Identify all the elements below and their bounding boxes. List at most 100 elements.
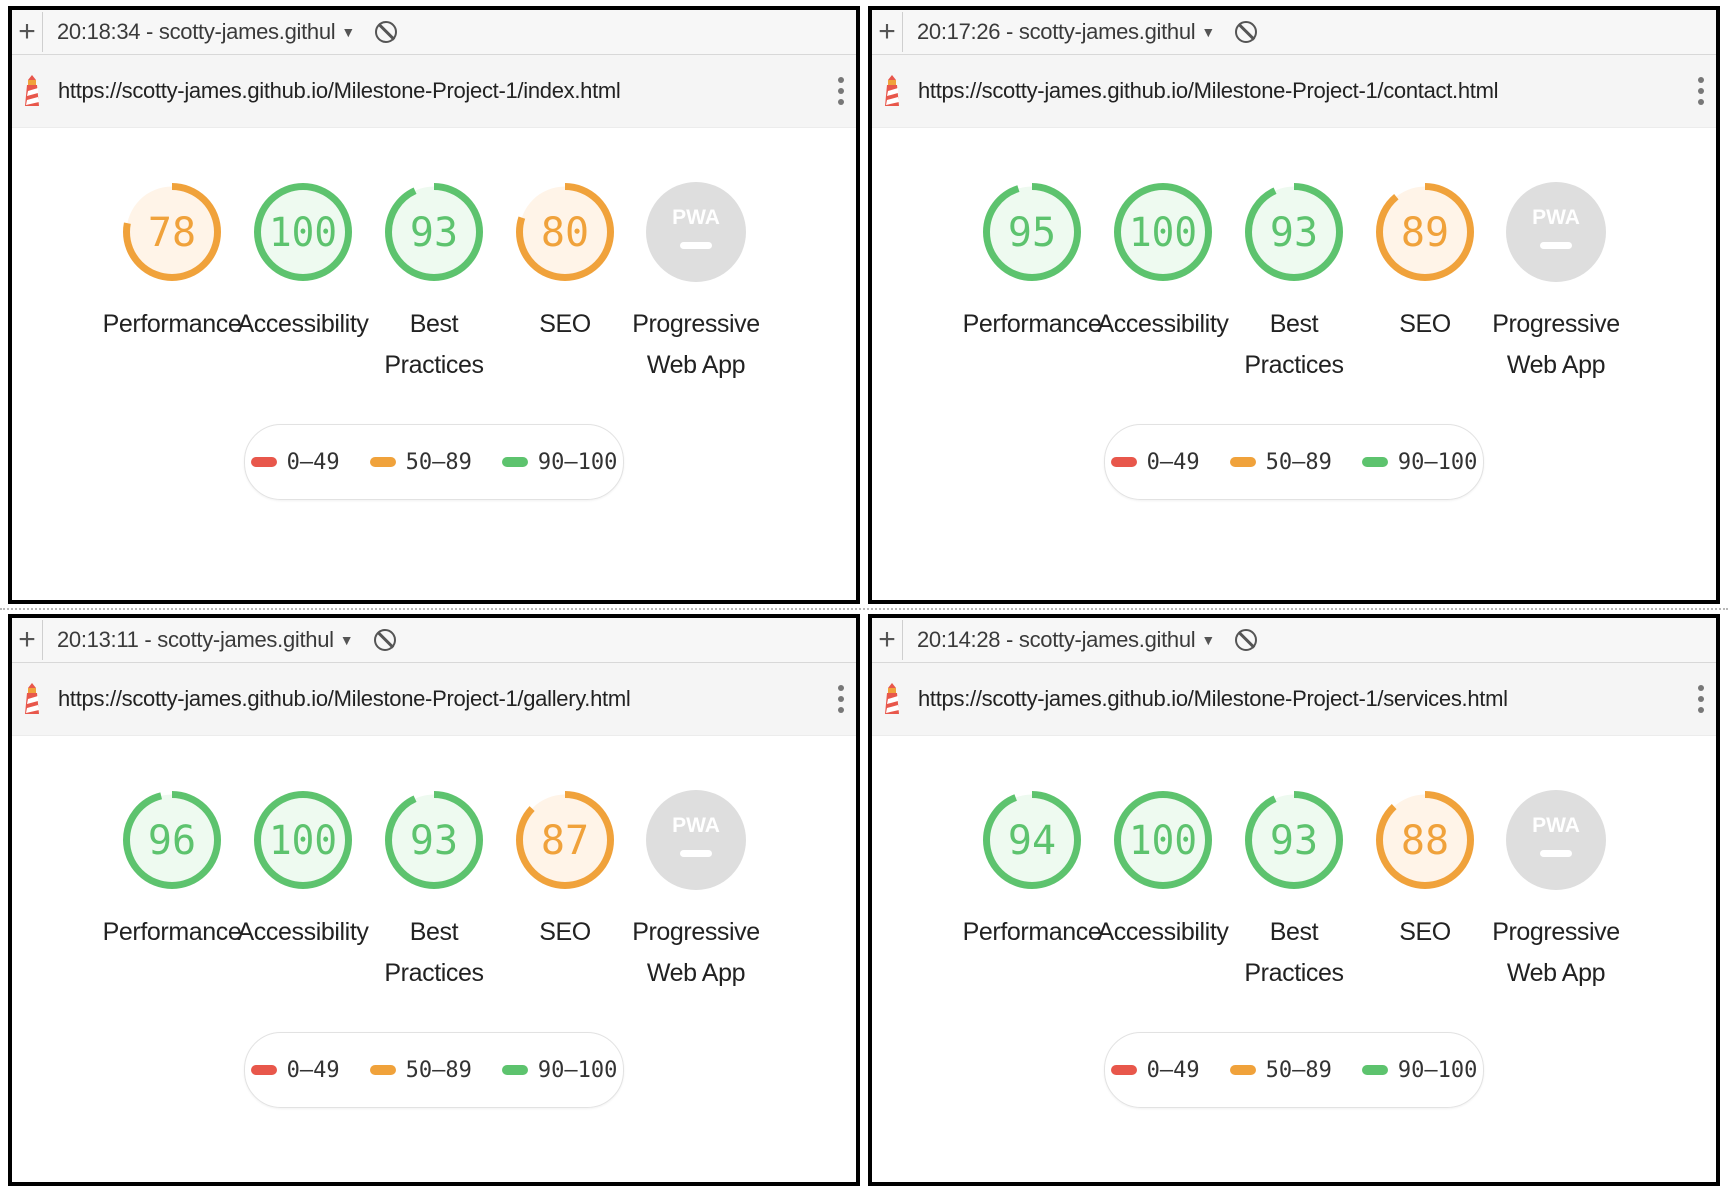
pwa-badge-icon: PWA	[1506, 790, 1606, 890]
chevron-down-icon[interactable]: ▼	[339, 632, 354, 648]
score-arc	[254, 183, 352, 281]
score-ring-bg	[1248, 794, 1340, 886]
score-gauge[interactable]: 80 SEO	[500, 182, 630, 386]
score-gauge[interactable]: 78 Performance	[103, 182, 242, 386]
legend-swatch	[1229, 1065, 1256, 1075]
score-ring: 100	[254, 791, 352, 889]
legend-item: 50–89	[369, 1057, 472, 1083]
chevron-down-icon[interactable]: ▼	[1201, 632, 1216, 648]
legend-item: 50–89	[1229, 1058, 1332, 1083]
score-ring: 93	[1245, 791, 1343, 889]
legend-swatch	[1361, 1065, 1388, 1075]
score-ring: 100	[1114, 791, 1212, 889]
score-arc	[1114, 791, 1212, 889]
legend-item: 50–89	[369, 450, 472, 475]
score-ring-bg	[1379, 186, 1471, 278]
report-selector[interactable]: 20:17:26 - scotty-james.githul	[917, 19, 1196, 44]
clear-reports-icon[interactable]	[375, 21, 398, 43]
score-category-label: Progressive Web App	[632, 310, 760, 379]
report-url: https://scotty-james.github.io/Milestone…	[58, 686, 631, 711]
legend-swatch	[250, 1065, 277, 1075]
legend-label: 50–89	[405, 1057, 472, 1083]
new-report-button[interactable]: +	[12, 620, 43, 660]
legend-label: 90–100	[537, 1057, 618, 1083]
score-gauge[interactable]: PWA Progressive Web App	[1491, 182, 1621, 386]
score-category-label: Performance	[102, 310, 242, 338]
new-report-button[interactable]: +	[872, 620, 903, 660]
more-options-icon[interactable]	[1698, 77, 1704, 105]
score-arc	[123, 791, 221, 889]
score-category-label: Best Practices	[1244, 310, 1344, 379]
more-options-icon[interactable]	[838, 685, 844, 713]
score-gauge[interactable]: 93 Best Practices	[369, 182, 499, 386]
clear-reports-icon[interactable]	[373, 629, 396, 651]
legend-item: 90–100	[501, 1057, 618, 1083]
pwa-badge-bg	[646, 790, 746, 890]
score-arc	[1376, 791, 1474, 889]
score-gauge[interactable]: 93 Best Practices	[369, 790, 499, 994]
score-gauge[interactable]: 88 SEO	[1360, 790, 1490, 994]
report-selector[interactable]: 20:14:28 - scotty-james.githul	[917, 627, 1196, 652]
legend-swatch	[369, 1065, 396, 1075]
score-category-label: Accessibility	[237, 918, 369, 946]
score-gauge[interactable]: 95 Performance	[963, 182, 1102, 386]
score-category-label: SEO	[1399, 310, 1451, 338]
score-gauge[interactable]: 94 Performance	[963, 790, 1102, 994]
score-value: 93	[1270, 818, 1318, 864]
score-ring-bg	[388, 794, 480, 886]
more-options-icon[interactable]	[1698, 685, 1704, 713]
score-arc	[1114, 183, 1212, 281]
score-gauge[interactable]: 96 Performance	[103, 790, 242, 994]
clear-reports-icon[interactable]	[1235, 629, 1258, 651]
score-gauge[interactable]: 100 Accessibility	[1098, 182, 1229, 386]
chevron-down-icon[interactable]: ▼	[1201, 24, 1216, 40]
score-gauge[interactable]: PWA Progressive Web App	[631, 182, 761, 386]
pwa-badge-text: PWA	[672, 206, 720, 229]
score-ring-bg	[1379, 794, 1471, 886]
score-ring-bg	[126, 186, 218, 278]
score-gauge[interactable]: 100 Accessibility	[238, 182, 369, 386]
score-gauge[interactable]: 93 Best Practices	[1229, 790, 1359, 994]
score-value: 87	[541, 818, 589, 864]
pwa-badge-bg	[1506, 790, 1606, 890]
score-ring: 96	[123, 791, 221, 889]
score-ring: 80	[516, 183, 614, 281]
score-ring-bg	[388, 186, 480, 278]
score-gauges: 94 Performance 100 Accessibility 93 Best Prac…	[872, 790, 1716, 994]
score-gauge[interactable]: PWA Progressive Web App	[1491, 790, 1621, 994]
lighthouse-report-panel: + 20:14:28 - scotty-james.githul ▼ https…	[868, 614, 1720, 1186]
score-category-label: Progressive Web App	[632, 918, 760, 987]
score-gauge[interactable]: 100 Accessibility	[237, 790, 369, 994]
lighthouse-report-panel: + 20:18:34 - scotty-james.githul ▼ https…	[8, 6, 860, 604]
score-value: 88	[1401, 818, 1449, 864]
chevron-down-icon[interactable]: ▼	[341, 24, 356, 40]
clear-reports-icon[interactable]	[1235, 21, 1258, 43]
more-options-icon[interactable]	[838, 77, 844, 105]
score-ring: 88	[1376, 791, 1474, 889]
score-ring-bg	[257, 794, 349, 886]
score-arc	[516, 183, 614, 281]
pwa-badge-bg	[646, 182, 746, 282]
pwa-badge-text: PWA	[1532, 814, 1580, 837]
lighthouse-report-panel: + 20:13:11 - scotty-james.githul ▼ https…	[8, 614, 860, 1186]
score-category-label: Performance	[102, 918, 242, 946]
score-ring: 100	[254, 183, 352, 281]
report-selector[interactable]: 20:18:34 - scotty-james.githul	[57, 19, 336, 44]
score-gauge[interactable]: PWA Progressive Web App	[631, 790, 761, 994]
score-value: 100	[1129, 210, 1197, 256]
report-tabbar: + 20:17:26 - scotty-james.githul ▼	[872, 10, 1716, 55]
score-gauge[interactable]: 93 Best Practices	[1229, 182, 1359, 386]
score-legend: 0–49 50–89 90–100	[244, 424, 624, 500]
legend-item: 0–49	[250, 1058, 340, 1083]
score-gauge[interactable]: 100 Accessibility	[1098, 790, 1229, 994]
score-gauge[interactable]: 89 SEO	[1360, 182, 1490, 386]
new-report-button[interactable]: +	[872, 12, 903, 52]
score-value: 78	[148, 210, 196, 256]
report-url-bar: https://scotty-james.github.io/Milestone…	[12, 663, 856, 736]
score-gauges: 95 Performance 100 Accessibility 93 Best Prac…	[872, 182, 1716, 386]
legend-swatch	[250, 457, 277, 467]
score-gauge[interactable]: 87 SEO	[500, 790, 630, 994]
report-selector[interactable]: 20:13:11 - scotty-james.githul	[57, 627, 334, 652]
new-report-button[interactable]: +	[12, 12, 43, 52]
pwa-badge-icon: PWA	[1506, 182, 1606, 282]
